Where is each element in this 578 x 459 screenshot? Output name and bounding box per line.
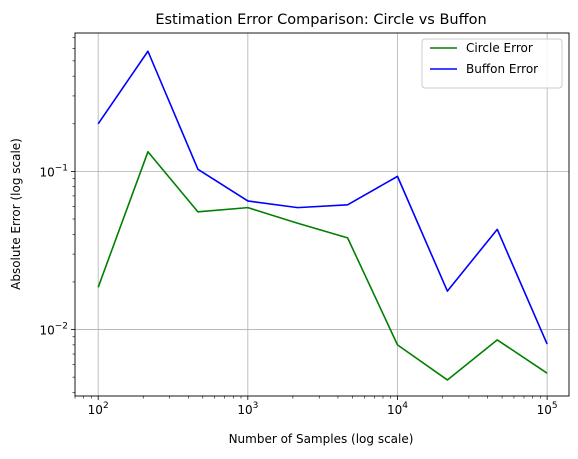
legend-box [421, 38, 563, 89]
grid [75, 33, 569, 396]
legend-label-circle-error: Circle Error [466, 41, 533, 55]
x-axis-label: Number of Samples (log scale) [229, 432, 414, 446]
series-line-circle-error [97, 151, 548, 381]
y-axis-ticks: 10−2 10−1 [39, 163, 75, 338]
x-tick-label: 105 [537, 401, 558, 417]
x-tick-label: 104 [387, 401, 408, 417]
y-axis-label: Absolute Error (log scale) [9, 138, 23, 290]
x-axis-ticks: 102 103 104 105 [88, 396, 558, 417]
y-tick-label: 10−1 [39, 163, 68, 179]
y-tick-label: 10−2 [39, 322, 68, 338]
x-tick-label: 103 [237, 401, 258, 417]
x-tick-label: 102 [88, 401, 109, 417]
legend: Circle Error Buffon Error [421, 38, 563, 89]
chart-title: Estimation Error Comparison: Circle vs B… [155, 12, 486, 28]
series-line-buffon-error [97, 50, 548, 345]
plot-frame [74, 32, 570, 397]
legend-label-buffon-error: Buffon Error [466, 62, 538, 76]
series-layer [97, 50, 548, 381]
